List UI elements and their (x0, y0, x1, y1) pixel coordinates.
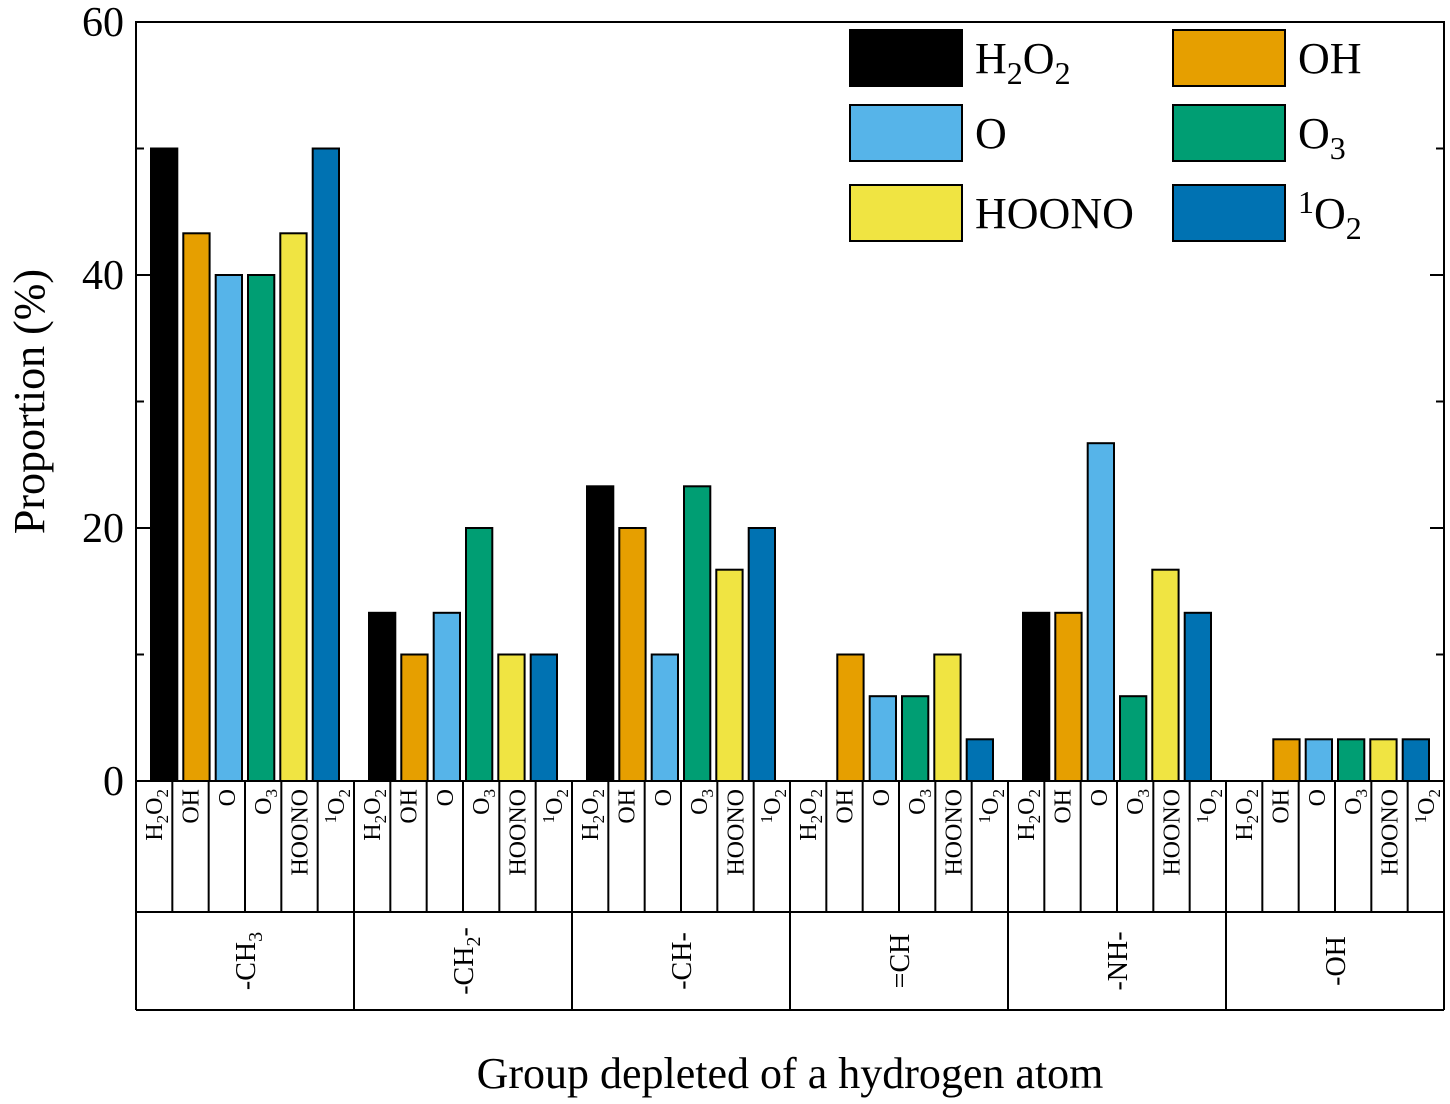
bar-o3-3 (683, 485, 712, 782)
sub-label-oh: OH (615, 789, 641, 824)
bar-o-1 (214, 274, 243, 782)
bar-o-4 (868, 695, 898, 783)
legend-swatch-o (849, 104, 963, 162)
sub-label-h2o2: H2O2 (578, 789, 608, 841)
bar-oh-2 (400, 653, 429, 782)
legend: H2O2 OH O O3 HOONO 1O2 (849, 29, 1362, 246)
group-label-4: =CH (885, 934, 916, 989)
bar-h2o2-3 (586, 485, 615, 782)
bar-oh-4 (836, 653, 865, 782)
sub-label-o3: O3 (905, 789, 935, 815)
y-axis-title: Proportion (%) (5, 269, 54, 534)
sub-label-h2o2: H2O2 (1232, 789, 1262, 841)
sub-label-oh: OH (1051, 789, 1077, 824)
group-label-2: -CH2- (449, 927, 485, 995)
sub-label-o3: O3 (1341, 789, 1371, 815)
bar-oh-3 (618, 527, 647, 782)
sub-label-o: O (215, 789, 241, 806)
sub-label-o3: O3 (687, 789, 717, 815)
bar-hoono-2 (497, 653, 526, 782)
x-axis-title: Group depleted of a hydrogen atom (477, 1049, 1104, 1098)
legend-swatch-hoono (849, 184, 963, 242)
sub-label-o3: O3 (469, 789, 499, 815)
sub-label-o: O (869, 789, 895, 806)
bar-1o2-2 (529, 653, 559, 782)
sub-label-hoono: HOONO (724, 789, 750, 876)
bar-h2o2-1 (150, 147, 179, 782)
sub-label-o3: O3 (251, 789, 281, 815)
y-tick-label: 20 (82, 506, 124, 552)
sub-label-h2o2: H2O2 (1014, 789, 1044, 841)
bar-o-2 (432, 611, 462, 782)
bar-oh-1 (182, 232, 211, 783)
bar-1o2-5 (1183, 611, 1212, 782)
bar-hoono-1 (279, 232, 308, 783)
sub-label-1o2: 1O2 (321, 789, 354, 823)
bar-oh-6 (1272, 738, 1301, 782)
sub-label-hoono: HOONO (1378, 789, 1404, 876)
sub-label-hoono: HOONO (942, 789, 968, 876)
group-label-1: -CH3 (231, 932, 267, 990)
legend-label-o3: O3 (1298, 109, 1346, 166)
legend-label-1o2: 1O2 (1298, 184, 1362, 246)
legend-label-o: O (975, 109, 1007, 158)
bar-o-6 (1304, 738, 1333, 782)
sub-label-o: O (1305, 789, 1331, 806)
legend-swatch-1o2 (1172, 184, 1286, 242)
sub-label-h2o2: H2O2 (796, 789, 826, 841)
y-tick-label: 0 (103, 759, 124, 805)
sub-label-1o2: 1O2 (1411, 789, 1444, 823)
bar-1o2-6 (1401, 738, 1430, 782)
bar-hoono-5 (1151, 568, 1180, 783)
sub-label-1o2: 1O2 (757, 789, 790, 823)
sub-label-hoono: HOONO (1160, 789, 1186, 876)
sub-label-hoono: HOONO (506, 789, 532, 876)
bar-o3-1 (247, 274, 276, 782)
legend-swatch-oh (1172, 29, 1286, 87)
sub-label-oh: OH (179, 789, 205, 824)
sub-label-o3: O3 (1123, 789, 1153, 815)
sub-label-oh: OH (1269, 789, 1295, 824)
sub-label-h2o2: H2O2 (360, 789, 390, 841)
legend-label-h2o2: H2O2 (975, 34, 1071, 91)
bar-h2o2-5 (1022, 611, 1051, 782)
sub-label-o: O (1087, 789, 1113, 806)
sub-label-oh: OH (833, 789, 859, 824)
bar-o-5 (1086, 442, 1115, 782)
legend-swatch-o3 (1172, 104, 1286, 162)
bar-1o2-4 (965, 738, 995, 782)
sub-label-o: O (433, 789, 459, 806)
legend-label-hoono: HOONO (975, 189, 1134, 238)
bar-o3-5 (1119, 695, 1148, 783)
y-tick-label: 60 (82, 0, 124, 46)
bar-1o2-1 (311, 147, 341, 782)
group-label-5: -NH- (1103, 931, 1134, 990)
bar-oh-5 (1054, 611, 1083, 782)
group-label-6: -OH (1321, 936, 1352, 986)
sub-label-hoono: HOONO (288, 789, 314, 876)
bar-o3-2 (465, 527, 494, 782)
bar-hoono-4 (933, 653, 962, 782)
sub-label-h2o2: H2O2 (142, 789, 172, 841)
bar-o-3 (650, 653, 680, 782)
bar-h2o2-2 (368, 611, 397, 782)
y-tick-label: 40 (82, 253, 124, 299)
bar-o3-4 (901, 695, 930, 783)
legend-label-oh: OH (1298, 34, 1362, 83)
sub-label-1o2: 1O2 (1193, 789, 1226, 823)
sub-label-1o2: 1O2 (539, 789, 572, 823)
bar-hoono-3 (715, 568, 744, 783)
sub-label-o: O (651, 789, 677, 806)
bar-1o2-3 (747, 527, 777, 782)
bar-o3-6 (1337, 738, 1366, 782)
legend-swatch-h2o2 (849, 29, 963, 87)
bars-layer (150, 147, 1430, 783)
group-label-3: -CH- (667, 932, 698, 990)
sub-label-oh: OH (397, 789, 423, 824)
bar-hoono-6 (1369, 738, 1398, 782)
sub-label-1o2: 1O2 (975, 789, 1008, 823)
